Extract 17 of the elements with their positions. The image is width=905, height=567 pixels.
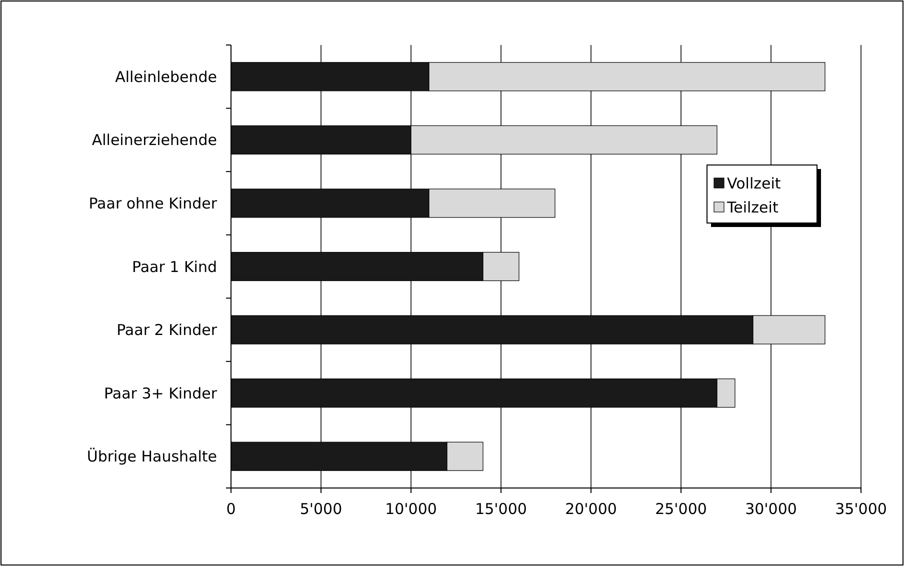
x-tick-label: 30'000 <box>745 500 797 518</box>
x-tick-label: 5'000 <box>300 500 342 518</box>
x-tick-label: 0 <box>226 500 236 518</box>
y-tick-label: Paar 1 Kind <box>132 258 217 276</box>
y-tick-label: Paar ohne Kinder <box>88 194 218 212</box>
x-tick-label: 35'000 <box>835 500 887 518</box>
x-tick-label: 20'000 <box>565 500 617 518</box>
x-tick-label: 25'000 <box>655 500 707 518</box>
x-tick-label: 10'000 <box>385 500 437 518</box>
y-tick-label: Übrige Haushalte <box>86 448 217 466</box>
y-tick-label: Paar 3+ Kinder <box>104 384 218 402</box>
legend-label: Teilzeit <box>726 198 778 216</box>
y-tick-label: Paar 2 Kinder <box>116 321 218 340</box>
x-tick-label: 15'000 <box>475 500 527 518</box>
legend-label: Vollzeit <box>727 174 781 192</box>
y-tick-label: Alleinlebende <box>115 68 217 86</box>
y-tick-label: Alleinerziehende <box>92 131 217 150</box>
